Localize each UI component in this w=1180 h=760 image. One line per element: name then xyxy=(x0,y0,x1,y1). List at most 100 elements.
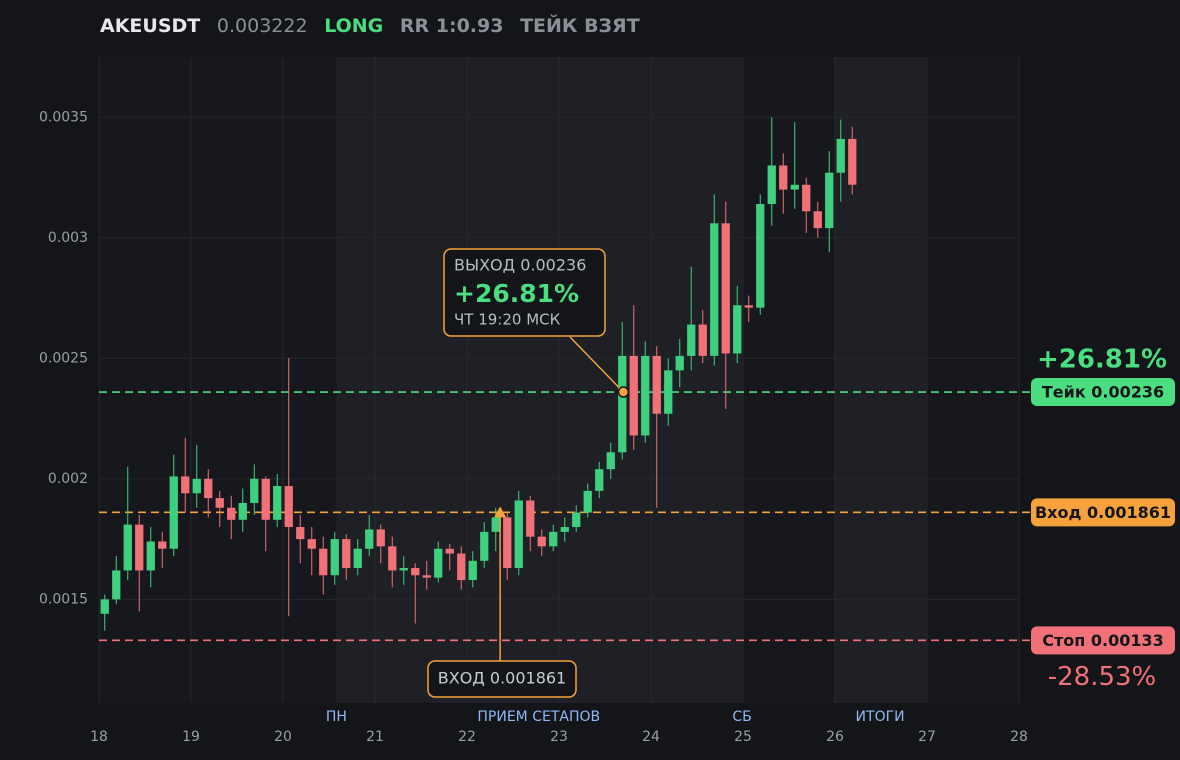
candle-body xyxy=(526,500,535,537)
candle-body xyxy=(825,172,834,229)
candle-body xyxy=(595,469,604,491)
candle-body xyxy=(744,305,753,308)
candle-body xyxy=(100,599,109,614)
candle-body xyxy=(480,531,489,561)
exit-time: ЧТ 19:20 МСК xyxy=(454,311,561,329)
candle-body xyxy=(169,476,178,549)
candle-body xyxy=(572,512,581,528)
candle-body xyxy=(457,553,466,581)
candle-body xyxy=(813,211,822,229)
price: 0.003222 xyxy=(216,15,308,37)
x-tick-label: 26 xyxy=(826,729,844,745)
y-tick-label: 0.0015 xyxy=(39,591,88,607)
candle-body xyxy=(388,546,397,571)
candle-body xyxy=(698,324,707,356)
exit-box xyxy=(443,248,606,337)
level-tag xyxy=(1031,498,1175,527)
candle-body xyxy=(710,223,719,356)
candle-body xyxy=(342,539,351,569)
exit-point xyxy=(617,386,630,398)
candle-body xyxy=(135,524,144,571)
candle-body xyxy=(652,355,661,414)
side: LONG xyxy=(324,15,384,37)
candle-body xyxy=(790,184,799,190)
candle-body xyxy=(353,548,362,569)
candle-body xyxy=(583,490,592,513)
session-label: ПН xyxy=(326,709,347,725)
candle-body xyxy=(675,355,684,371)
exit-title: ВЫХОД 0.00236 xyxy=(454,256,586,275)
candle-body xyxy=(468,560,477,581)
symbol: AKEUSDT xyxy=(100,15,201,37)
candle-body xyxy=(319,548,328,576)
x-tick-label: 18 xyxy=(90,729,108,745)
candle-body xyxy=(273,486,282,520)
entry-label: ВХОД 0.001861 xyxy=(438,669,566,688)
candle-body xyxy=(284,486,293,528)
candle-body xyxy=(687,324,696,356)
candle-body xyxy=(238,502,247,520)
candle-body xyxy=(307,539,316,549)
level-label: Тейк 0.00236 xyxy=(1042,383,1164,402)
candle-body xyxy=(227,507,236,520)
y-tick-label: 0.0025 xyxy=(39,350,88,366)
x-tick-label: 24 xyxy=(642,729,660,745)
session-label: СБ xyxy=(732,709,751,725)
candle-body xyxy=(330,539,339,576)
candle-body xyxy=(802,184,811,212)
candle-body xyxy=(537,536,546,547)
level-label: Вход 0.001861 xyxy=(1035,503,1171,522)
candle-body xyxy=(215,498,224,508)
x-tick-label: 20 xyxy=(274,729,292,745)
candle-body xyxy=(204,478,213,499)
candle-body xyxy=(445,548,454,554)
rr: RR 1:0.93 xyxy=(399,15,504,37)
candle-body xyxy=(376,529,385,547)
candle-body xyxy=(606,452,615,470)
candle-body xyxy=(181,476,190,494)
candle-body xyxy=(664,370,673,414)
status: ТЕЙК ВЗЯТ xyxy=(520,15,640,37)
candle-body xyxy=(123,524,132,571)
y-tick-label: 0.002 xyxy=(48,471,88,487)
session-label: ИТОГИ xyxy=(856,709,905,725)
x-tick-label: 28 xyxy=(1010,729,1028,745)
candle-body xyxy=(365,529,374,549)
x-tick-label: 21 xyxy=(366,729,384,745)
candle-body xyxy=(779,165,788,190)
candle-body xyxy=(434,548,443,578)
session-label: ПРИЕМ СЕТАПОВ xyxy=(477,709,600,725)
candle-body xyxy=(733,305,742,354)
candle-body xyxy=(767,165,776,205)
x-tick-label: 19 xyxy=(182,729,200,745)
candle-body xyxy=(848,138,857,185)
entry-box xyxy=(427,660,577,698)
level-note: -28.53% xyxy=(1048,662,1157,692)
candle-body xyxy=(296,527,305,540)
x-tick-label: 23 xyxy=(550,729,568,745)
candle-body xyxy=(514,500,523,569)
candle-body xyxy=(422,575,431,578)
exit-pct: +26.81% xyxy=(454,279,579,308)
x-tick-label: 27 xyxy=(918,729,936,745)
level-tag xyxy=(1031,626,1175,655)
y-tick-label: 0.0035 xyxy=(39,109,88,125)
level-label: Стоп 0.00133 xyxy=(1042,631,1164,650)
candle-body xyxy=(112,570,121,600)
candle-body xyxy=(629,355,638,436)
candle-body xyxy=(146,541,155,571)
session-shade xyxy=(336,57,743,703)
y-tick-label: 0.003 xyxy=(48,230,88,246)
entry-marker xyxy=(494,506,507,518)
candle-body xyxy=(721,223,730,354)
candle-body xyxy=(560,527,569,532)
candle-body xyxy=(192,478,201,494)
candle-body xyxy=(250,478,259,503)
exit-connector xyxy=(569,336,624,393)
level-note: +26.81% xyxy=(1037,345,1167,375)
level-tag xyxy=(1031,378,1175,407)
candle-body xyxy=(411,568,420,576)
x-tick-label: 22 xyxy=(458,729,476,745)
